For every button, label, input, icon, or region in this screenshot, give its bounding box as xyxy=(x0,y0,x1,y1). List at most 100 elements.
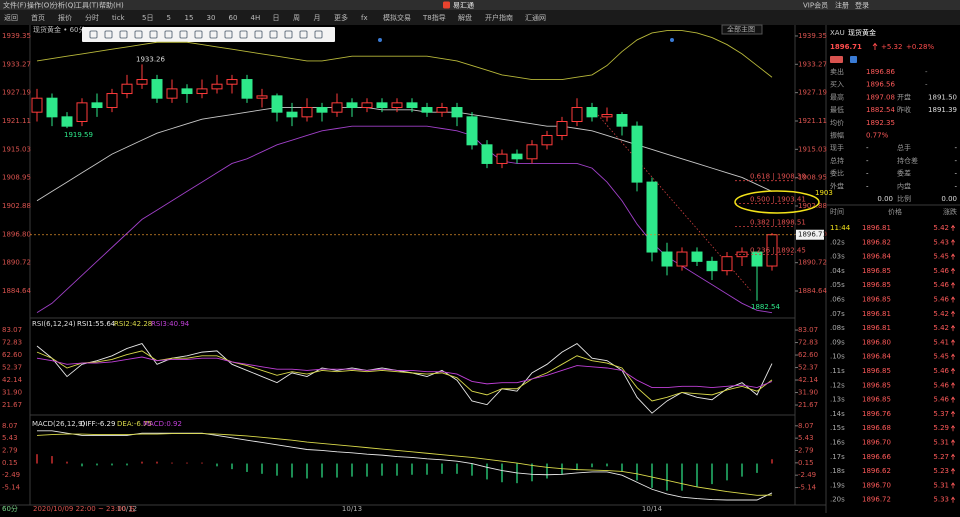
tick-change: 5.46 xyxy=(933,296,949,304)
candle-body xyxy=(226,79,238,85)
toolbar-button[interactable]: 月 xyxy=(314,14,321,22)
menu-item[interactable]: 文件(F) xyxy=(3,1,27,10)
menu-item[interactable]: 工具(T) xyxy=(75,2,99,10)
up-arrow xyxy=(950,224,956,231)
candle-body xyxy=(196,88,208,95)
drawing-tool[interactable] xyxy=(194,30,203,39)
account-link[interactable]: 注册 xyxy=(835,1,849,10)
candle-body xyxy=(211,83,223,90)
indicator-legend: DIFF:-6.29 xyxy=(80,420,115,428)
tick-price: 1896.81 xyxy=(862,310,891,318)
drawing-tool[interactable] xyxy=(89,30,98,39)
drawing-tool[interactable] xyxy=(314,30,323,39)
menu-item[interactable]: 帮助(H) xyxy=(99,1,124,10)
toolbar-button[interactable]: 开户指南 xyxy=(485,13,513,22)
toolbar-button[interactable]: 30 xyxy=(207,14,216,22)
toolbar-button[interactable]: T8指导 xyxy=(422,13,446,22)
tick-price: 1896.66 xyxy=(862,453,891,461)
candle-body xyxy=(736,251,748,258)
tick-price: 1896.82 xyxy=(862,238,891,246)
toolbar-button[interactable]: 周 xyxy=(293,14,300,22)
toolbar-button[interactable]: 日 xyxy=(273,14,280,22)
toolbar-button[interactable]: 5 xyxy=(167,14,171,22)
drawing-tool[interactable] xyxy=(179,30,188,39)
drawing-tool[interactable] xyxy=(164,30,173,39)
candle-body xyxy=(436,107,448,113)
quote-icon[interactable] xyxy=(850,56,857,63)
toolbar-button[interactable]: 汇通网 xyxy=(525,13,546,22)
toolbar-button[interactable]: 更多 xyxy=(334,13,348,22)
drawing-tool[interactable] xyxy=(134,30,143,39)
toolbar-button[interactable]: 报价 xyxy=(58,13,72,22)
account-link[interactable]: VIP会员 xyxy=(803,1,828,10)
candle-body xyxy=(256,95,268,99)
quote-cell: - xyxy=(866,157,869,165)
last-price-label: 1896.71 xyxy=(798,231,827,239)
toolbar-button[interactable]: 5日 xyxy=(142,14,153,22)
toolbar-button[interactable]: 60 xyxy=(229,14,238,22)
indicator-legend: RSI2:42.28 xyxy=(114,320,152,328)
quote-icon[interactable] xyxy=(830,56,843,63)
tick-time: .04s xyxy=(830,267,845,275)
toolbar-button[interactable]: 分时 xyxy=(85,13,99,22)
drawing-tool[interactable] xyxy=(104,30,113,39)
drawing-tool[interactable] xyxy=(209,30,218,39)
menu-item[interactable]: 分析(Q) xyxy=(51,1,76,10)
candle-body xyxy=(91,102,103,109)
extreme-label: 1882.54 xyxy=(751,303,780,311)
drawing-tool[interactable] xyxy=(149,30,158,39)
candle-body xyxy=(31,97,43,113)
toolbar-button[interactable]: 首页 xyxy=(31,13,45,22)
chart-button[interactable] xyxy=(721,24,763,35)
chart-button-label[interactable]: 全部主图 xyxy=(727,25,755,34)
quote-cell: 1891.50 xyxy=(928,93,957,101)
up-arrow xyxy=(950,310,956,317)
drawing-tool[interactable] xyxy=(269,30,278,39)
tick-price: 1896.81 xyxy=(862,224,891,232)
y-tick-label: 72.83 xyxy=(798,339,818,347)
fib-label: 0.236 | 1892.45 xyxy=(750,247,806,255)
drawing-tool[interactable] xyxy=(224,30,233,39)
ratio-cell: 比例 xyxy=(897,194,911,203)
period-label: 60分 xyxy=(2,504,18,513)
quote-cell: 总持 xyxy=(830,156,844,165)
quote-cell: 委比 xyxy=(830,169,844,178)
chart-title: 现货黄金 • 60分 xyxy=(33,25,86,34)
toolbar-button[interactable]: 15 xyxy=(185,14,194,22)
up-arrow xyxy=(950,467,956,475)
quote-cell: 昨收 xyxy=(897,105,911,114)
drawing-tool[interactable] xyxy=(239,30,248,39)
toolbar-button[interactable]: fx xyxy=(361,14,368,22)
drawing-tool[interactable] xyxy=(119,30,128,39)
candle-body xyxy=(586,107,598,118)
app-title: 易汇通 xyxy=(453,1,474,10)
candle-body xyxy=(61,116,73,127)
tick-change: 5.41 xyxy=(933,338,949,346)
toolbar-button[interactable]: tick xyxy=(112,14,126,22)
toolbar-button[interactable]: 模拟交易 xyxy=(383,13,411,22)
y-tick-label: 62.60 xyxy=(2,351,22,359)
y-tick-label: 1939.35 xyxy=(2,32,31,40)
up-arrow xyxy=(950,253,956,260)
toolbar-button[interactable]: 解盘 xyxy=(458,13,472,22)
drawing-tool[interactable] xyxy=(284,30,293,39)
y-tick-label: 62.60 xyxy=(798,351,818,359)
drawing-tool[interactable] xyxy=(299,30,308,39)
ratio-cell: 0.00 xyxy=(877,195,893,203)
candle-body xyxy=(706,260,718,272)
candle-body xyxy=(346,102,358,109)
toolbar-button[interactable]: 返回 xyxy=(4,14,18,22)
candle-body xyxy=(391,102,403,109)
y-tick-label: 8.07 xyxy=(2,422,18,430)
toolbar-button[interactable]: 4H xyxy=(251,14,261,22)
quote-cell: - xyxy=(866,170,869,178)
up-arrow xyxy=(950,424,956,432)
drawing-tool[interactable] xyxy=(254,30,263,39)
candle-body xyxy=(421,107,433,113)
account-link[interactable]: 登录 xyxy=(855,1,869,10)
menu-item[interactable]: 操作(O) xyxy=(27,1,52,10)
tick-price: 1896.85 xyxy=(862,267,891,275)
y-tick-label: 1915.03 xyxy=(798,145,827,153)
tick-change: 5.37 xyxy=(933,410,949,418)
